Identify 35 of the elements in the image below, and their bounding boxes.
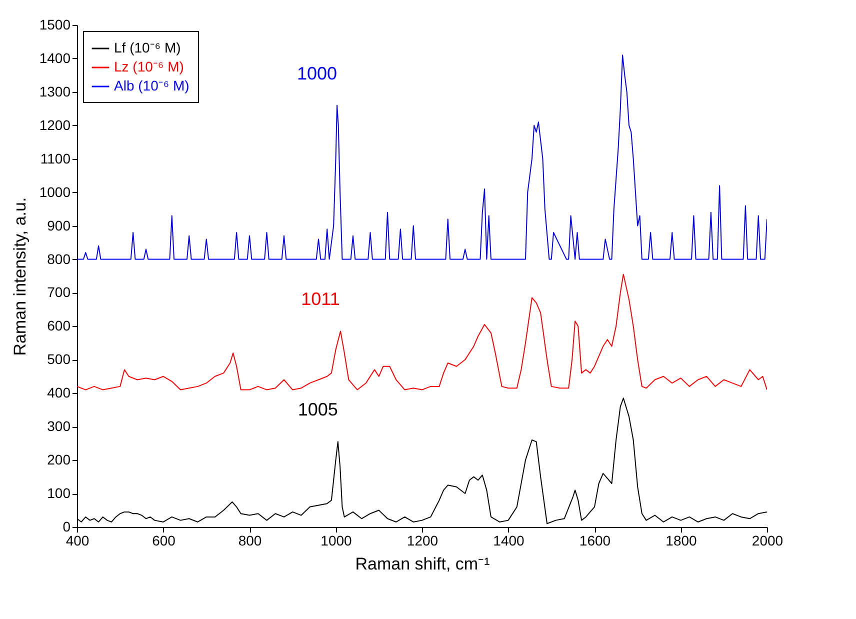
- y-tick-label: 1400: [39, 50, 71, 66]
- y-tick-label: 100: [47, 485, 71, 502]
- annotation: 1011: [301, 289, 340, 310]
- y-tick-label: 600: [47, 318, 71, 334]
- y-tick-label: 1300: [39, 83, 71, 100]
- annotation: 1000: [297, 63, 338, 84]
- y-tick-label: 200: [47, 452, 71, 468]
- x-tick-label: 2000: [752, 532, 784, 548]
- y-tick-label: 1100: [40, 150, 71, 166]
- y-tick-label: 700: [47, 284, 71, 300]
- x-tick-label: 1800: [666, 532, 698, 548]
- y-tick-label: 1200: [39, 116, 71, 133]
- x-tick-label: 600: [152, 532, 176, 548]
- legend-label: Lf (10⁻⁶ M): [114, 40, 181, 56]
- y-tick-label: 900: [47, 217, 71, 234]
- x-tick-label: 400: [66, 532, 90, 548]
- line-series: [77, 54, 767, 260]
- x-tick-label: 1400: [493, 532, 525, 548]
- y-tick-label: 300: [47, 418, 71, 434]
- x-tick-label: 800: [238, 532, 262, 548]
- y-tick-label: 1500: [39, 16, 71, 32]
- y-tick-label: 500: [47, 351, 71, 368]
- annotation: 1005: [298, 400, 338, 420]
- x-axis-title: Raman shift, cm⁻¹: [355, 554, 490, 574]
- x-tick-label: 1000: [320, 532, 352, 548]
- y-tick-label: 800: [47, 250, 71, 267]
- y-tick-label: 400: [47, 384, 71, 401]
- x-tick-label: 1600: [579, 532, 611, 548]
- legend-label: Alb (10⁻⁶ M): [114, 78, 190, 94]
- x-tick-label: 1200: [406, 532, 438, 548]
- legend-label: Lz (10⁻⁶ M): [114, 58, 184, 74]
- y-tick-label: 0: [62, 518, 71, 534]
- y-tick-label: 1000: [39, 184, 71, 200]
- line-series: [77, 274, 767, 390]
- y-axis-title: Raman intensity, a.u.: [10, 197, 30, 356]
